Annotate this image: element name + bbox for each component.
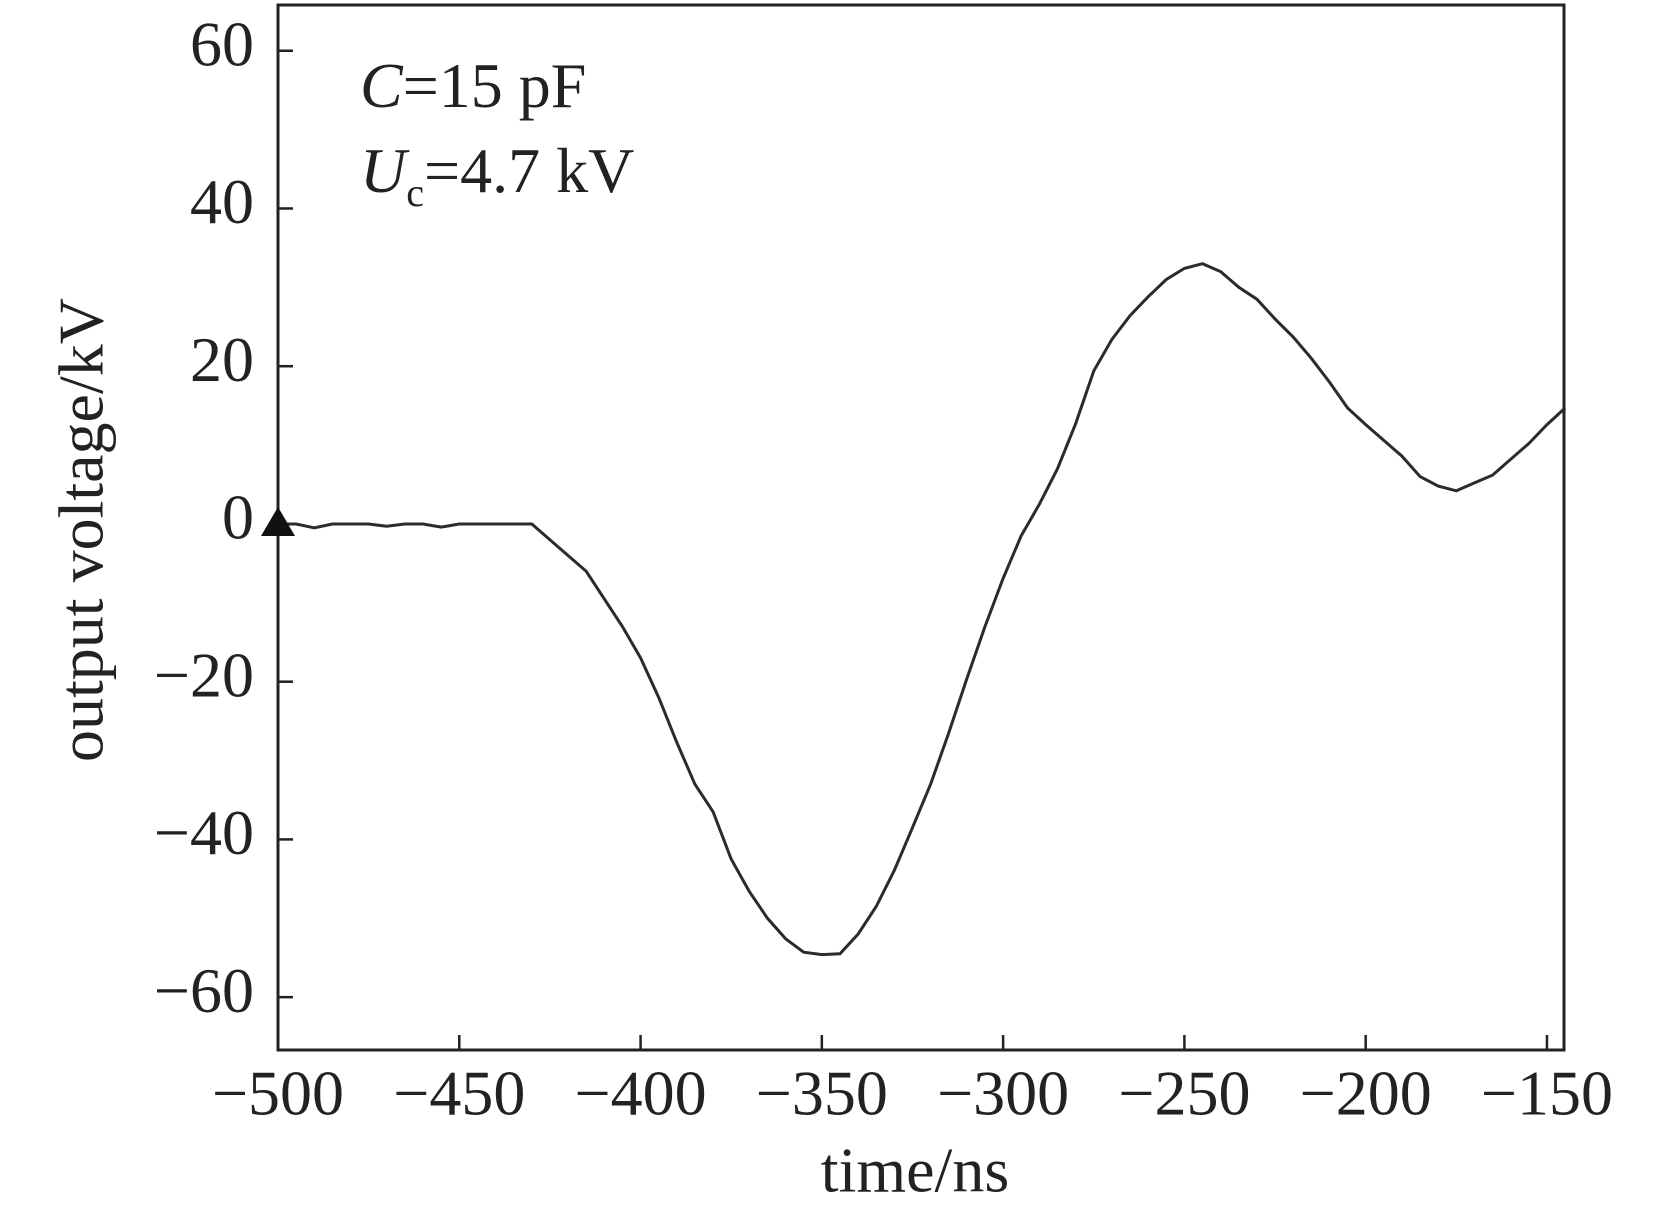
annotation-subscript: c (406, 170, 424, 215)
y-axis-label: output voltage/kV (46, 298, 117, 762)
y-tick-label: −20 (154, 639, 254, 710)
annotation-symbol: C (360, 50, 404, 121)
y-tick-label: 0 (222, 482, 254, 553)
x-tick-label: −300 (937, 1058, 1069, 1129)
y-tick-label: −40 (154, 797, 254, 868)
x-tick-label: −200 (1300, 1058, 1432, 1129)
y-tick-label: −60 (154, 955, 254, 1026)
x-tick-label: −150 (1481, 1058, 1613, 1129)
annotation-text: =4.7 kV (424, 135, 634, 206)
data-line (278, 262, 1567, 957)
annotation-text: =15 pF (403, 50, 587, 121)
y-tick-label: 40 (190, 166, 254, 237)
annotation: Uc=4.7 kV (360, 135, 634, 216)
annotation-symbol: U (360, 135, 410, 206)
x-tick-label: −400 (575, 1058, 707, 1129)
x-tick-label: −450 (393, 1058, 525, 1129)
x-axis-label: time/ns (821, 1135, 1009, 1206)
x-tick-label: −250 (1118, 1058, 1250, 1129)
x-tick-label: −350 (756, 1058, 888, 1129)
y-tick-label: 20 (190, 324, 254, 395)
marker (261, 506, 295, 536)
y-tick-label: 60 (190, 8, 254, 79)
annotation: C=15 pF (360, 50, 586, 121)
x-tick-label: −500 (212, 1058, 344, 1129)
